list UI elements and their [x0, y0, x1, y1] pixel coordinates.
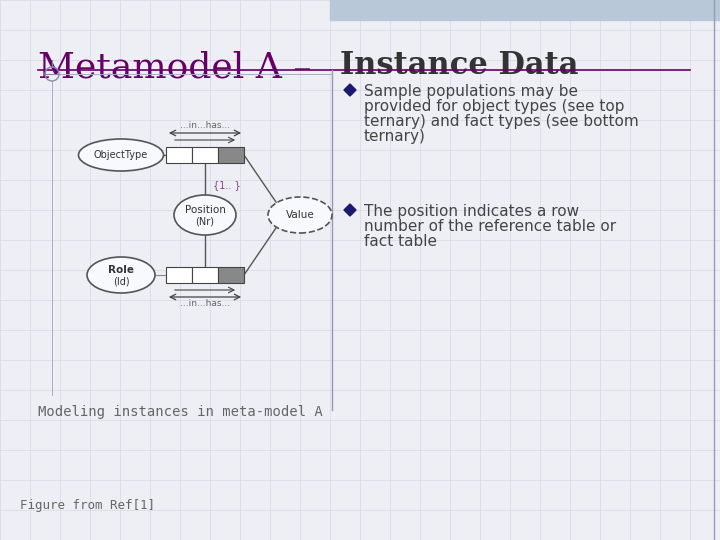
Bar: [192, 147, 218, 163]
Text: Metamodel A –: Metamodel A –: [38, 50, 323, 84]
Ellipse shape: [87, 257, 155, 293]
Text: ObjectType: ObjectType: [94, 150, 148, 160]
Ellipse shape: [174, 195, 236, 235]
Polygon shape: [344, 204, 356, 216]
Text: Value: Value: [286, 210, 315, 220]
Text: ...in...has...: ...in...has...: [180, 299, 230, 308]
Text: Modeling instances in meta-model A: Modeling instances in meta-model A: [38, 405, 323, 419]
Text: Instance Data: Instance Data: [340, 50, 578, 81]
Text: number of the reference table or: number of the reference table or: [364, 219, 616, 234]
Text: ternary) and fact types (see bottom: ternary) and fact types (see bottom: [364, 114, 639, 129]
Text: (Nr): (Nr): [196, 217, 215, 227]
Ellipse shape: [78, 139, 163, 171]
Text: The position indicates a row: The position indicates a row: [364, 204, 579, 219]
Text: (Id): (Id): [113, 276, 130, 286]
Text: Position: Position: [184, 205, 225, 215]
Bar: [192, 267, 218, 283]
Polygon shape: [344, 84, 356, 96]
Text: provided for object types (see top: provided for object types (see top: [364, 99, 624, 114]
Text: fact table: fact table: [364, 234, 437, 249]
Text: Figure from Ref[1]: Figure from Ref[1]: [20, 499, 155, 512]
Text: {1.. }: {1.. }: [213, 180, 240, 190]
Text: Role: Role: [108, 265, 134, 275]
Text: ternary): ternary): [364, 129, 426, 144]
Bar: [218, 267, 244, 283]
Text: ...in...has...: ...in...has...: [180, 121, 230, 130]
Bar: [166, 147, 192, 163]
Text: Sample populations may be: Sample populations may be: [364, 84, 578, 99]
Ellipse shape: [268, 197, 332, 233]
Bar: [166, 267, 192, 283]
Bar: [330, 0, 720, 20]
Bar: [218, 147, 244, 163]
